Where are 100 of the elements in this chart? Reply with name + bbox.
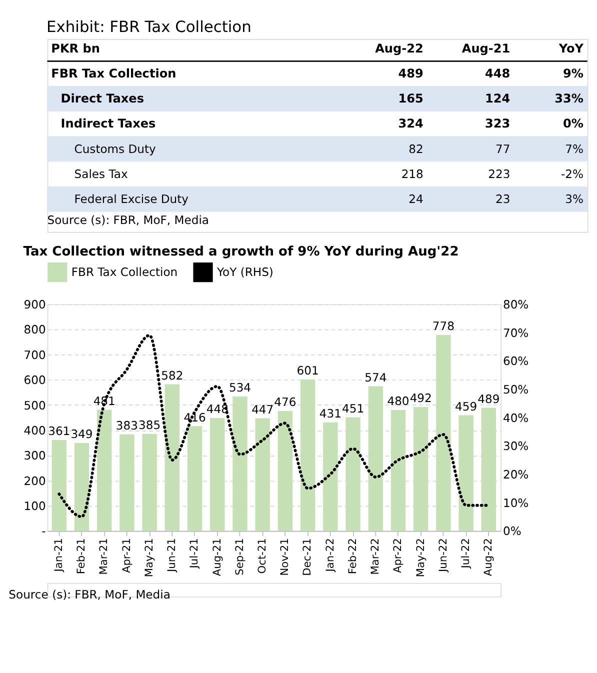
data-label: 480 [387,394,410,408]
x-tick-label: Jun-22 [437,538,450,573]
bar [96,410,112,531]
y-tick-label: - [42,524,46,538]
y-tick-label: 800 [24,322,46,337]
text: FBR Tax Collection [51,66,176,81]
data-label: 383 [116,418,138,433]
x-tick-label: Dec-21 [302,538,314,576]
data-label: 534 [228,380,252,395]
legend-label: YoY (RHS) [216,265,274,280]
bar [255,418,270,531]
bar [187,426,202,531]
x-tick-label: Mar-21 [98,538,110,575]
bar [74,442,90,531]
text: 0% [563,116,584,131]
text: 3% [565,192,584,206]
x-tick-label: Jul-21 [188,538,201,570]
text: 77 [495,142,510,156]
y-tick-label: 500 [24,398,46,412]
text: 82 [408,142,424,156]
y2-tick-label: 50% [502,382,529,397]
data-label: 349 [70,427,93,442]
y2-tick-label: 30% [502,439,529,454]
x-tick-label: Nov-21 [279,538,292,576]
data-label: 489 [478,392,500,406]
y-tick-label: 700 [24,348,46,362]
legend-label: FBR Tax Collection [71,265,178,280]
text: 324 [398,116,424,131]
text: 165 [398,92,424,106]
source-note: Source (s): FBR, MoF, Media [47,213,210,228]
y2-tick-label: 40% [502,410,529,425]
bar [323,422,338,531]
text: Sales Tax [74,166,128,181]
data-label: 582 [161,368,184,382]
text: 23 [495,192,510,206]
bar [232,396,248,531]
text: 323 [485,116,510,131]
text: Exhibit: FBR Tax Collection [46,18,252,36]
bar [481,408,496,531]
text: 489 [398,66,424,81]
data-label: 574 [364,370,387,384]
data-label: 476 [274,395,296,410]
bar [414,406,428,531]
source-note: Source (s): FBR, MoF, Media [8,587,170,602]
bar [458,415,474,531]
y2-tick-label: 10% [502,496,529,510]
y2-tick-label: 60% [502,354,529,368]
text: 7% [565,142,584,156]
text: 448 [485,66,510,81]
x-tick-label: Jan-22 [324,538,336,573]
bar [120,434,134,531]
x-tick-label: Oct-21 [256,538,268,574]
text: YoY [558,41,584,56]
bar [368,386,383,531]
text: 218 [401,166,424,181]
y-tick-label: 600 [24,373,46,388]
x-tick-label: Jan-21 [53,538,66,573]
data-label: 778 [432,319,455,334]
x-tick-label: Mar-22 [370,538,382,575]
text: 124 [485,92,510,106]
data-label: 451 [342,401,364,416]
text: -2% [560,166,584,181]
x-tick-label: May-21 [143,538,156,578]
x-tick-label: Sep-21 [234,538,246,576]
bar [390,410,406,531]
x-tick-label: Jun-21 [166,538,178,573]
text: Indirect Taxes [60,116,156,131]
bar [278,410,293,531]
y2-tick-label: 80% [502,298,529,312]
text: Customs Duty [74,142,156,156]
text: Federal Excise Duty [74,192,189,206]
y-tick-label: 400 [24,423,46,438]
text: 33% [554,92,584,106]
x-tick-label: Aug-21 [211,538,224,576]
data-label: 447 [252,402,274,416]
bar [164,384,180,531]
text: Aug-22 [375,41,424,56]
x-tick-label: Apr-22 [392,538,404,574]
bar [210,418,225,531]
y2-tick-label: 20% [502,468,529,482]
bar [346,417,360,531]
data-label: 361 [48,424,70,438]
data-label: 416 [184,410,206,424]
y-tick-label: 200 [24,474,46,488]
bar [52,440,66,531]
x-tick-label: Aug-22 [482,538,495,576]
text: Aug-21 [462,41,510,56]
bar [142,434,157,531]
x-tick-label: Jul-22 [460,538,472,570]
x-tick-label: Feb-21 [76,538,88,574]
y-tick-label: 100 [24,499,46,514]
data-label: 492 [410,391,432,406]
bar [436,334,451,531]
data-label: 601 [296,364,319,378]
y-tick-label: 900 [24,298,46,312]
bar [300,380,316,531]
data-label: 431 [319,406,342,420]
text: Direct Taxes [60,92,144,106]
text: 9% [563,66,584,81]
y-tick-label: 300 [24,448,46,463]
